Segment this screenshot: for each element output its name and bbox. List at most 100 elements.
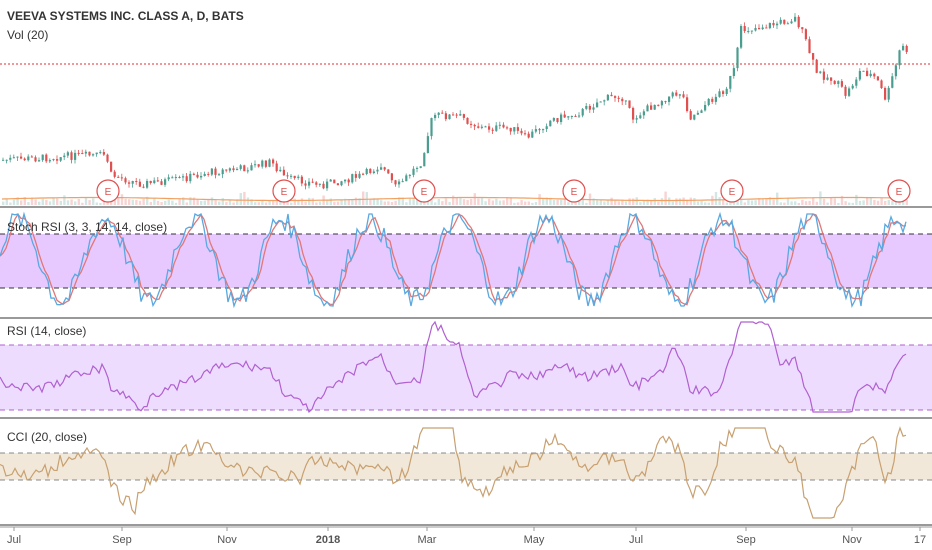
candle (722, 89, 725, 97)
candle (66, 150, 69, 158)
candle (354, 171, 357, 182)
candlesticks (2, 13, 908, 191)
volume-bar (189, 197, 192, 205)
time-tick-label: Nov (842, 534, 862, 546)
candle (768, 22, 771, 30)
volume-bar (452, 195, 455, 205)
volume-bar (761, 198, 764, 205)
volume-bar (560, 199, 563, 205)
earnings-marker[interactable]: E (272, 179, 296, 203)
earnings-marker[interactable]: E (887, 179, 911, 203)
volume-bar (869, 197, 872, 205)
candle (704, 101, 707, 112)
candle (196, 171, 199, 179)
price-pane[interactable]: E E E E E E VEEVA SYSTEMS INC. CLASS A, D, BA… (0, 9, 932, 205)
candle (63, 152, 66, 161)
candle (851, 83, 854, 90)
candle (639, 112, 642, 120)
volume-bar (142, 198, 145, 205)
volume-bar (459, 198, 462, 205)
candle (45, 153, 48, 164)
volume-bar (394, 201, 397, 205)
volume-bar (16, 197, 19, 205)
volume-bar (848, 202, 851, 205)
time-tick-label: Nov (217, 534, 237, 546)
volume-bar (52, 198, 55, 205)
candle (12, 154, 15, 159)
earnings-marker[interactable]: E (720, 179, 744, 203)
candle (347, 178, 350, 186)
candle (466, 117, 469, 125)
candle (110, 161, 113, 173)
volume-bar (840, 195, 844, 205)
candle (552, 117, 555, 123)
candle (70, 150, 73, 164)
rsi-line (0, 320, 907, 414)
volume-bar (657, 201, 660, 205)
candle (408, 174, 411, 179)
candle (264, 160, 267, 169)
candle (340, 180, 343, 187)
candle (304, 180, 307, 190)
volume-bar (754, 200, 757, 205)
earnings-marker[interactable]: E (412, 179, 436, 203)
volume-bar (686, 199, 689, 205)
volume-bar (81, 202, 84, 205)
candle (164, 177, 167, 187)
cci-pane[interactable]: CCI (20, close) (0, 426, 932, 519)
volume-bar (225, 202, 228, 205)
candle (880, 79, 883, 90)
volume-bar (833, 198, 836, 205)
candle (858, 68, 861, 82)
candle (362, 172, 365, 176)
candle (351, 173, 354, 184)
candle (614, 95, 617, 102)
candle (513, 127, 516, 135)
candle (423, 152, 426, 167)
volume-bar (178, 198, 181, 205)
candle (488, 123, 491, 133)
candle (59, 157, 62, 162)
candle (117, 175, 120, 178)
volume-bar (700, 200, 703, 205)
volume-bar (477, 198, 480, 205)
candle (261, 159, 264, 169)
candle (401, 178, 404, 183)
volume-bar (95, 202, 98, 205)
volume-bar (362, 191, 365, 205)
earnings-marker[interactable]: E (562, 179, 586, 203)
volume-bar (837, 202, 840, 205)
candle (693, 114, 696, 121)
volume-bar (171, 200, 174, 205)
volume-bar (660, 198, 664, 205)
candle (459, 110, 462, 116)
candle (149, 180, 152, 185)
cci-band (0, 453, 932, 480)
volume-bar (304, 201, 307, 205)
stoch-rsi-pane[interactable]: Stoch RSI (3, 3, 14, 14, close) (0, 211, 932, 309)
candle (297, 174, 300, 180)
volume-bar (488, 198, 491, 205)
volume-bar (653, 198, 656, 205)
candle (560, 112, 563, 125)
volume-bar (63, 195, 66, 205)
candle (142, 184, 145, 189)
candle (563, 110, 566, 118)
volume-bar (768, 197, 772, 205)
volume-bar (707, 202, 710, 205)
candle (135, 177, 138, 185)
candle (444, 111, 447, 122)
volume-bar (401, 197, 404, 205)
candle (146, 178, 149, 189)
volume-bar (617, 201, 620, 205)
volume-bar (347, 199, 350, 205)
earnings-marker[interactable]: E (96, 179, 120, 203)
candle (740, 24, 743, 50)
volume-bar (416, 198, 419, 205)
candle (426, 132, 429, 154)
time-axis[interactable]: Jul Sep Nov 2018 Mar May Jul Sep Nov 17 (0, 526, 932, 546)
rsi-pane[interactable]: RSI (14, close) (0, 320, 932, 414)
candle (279, 166, 282, 173)
candle (556, 118, 559, 124)
